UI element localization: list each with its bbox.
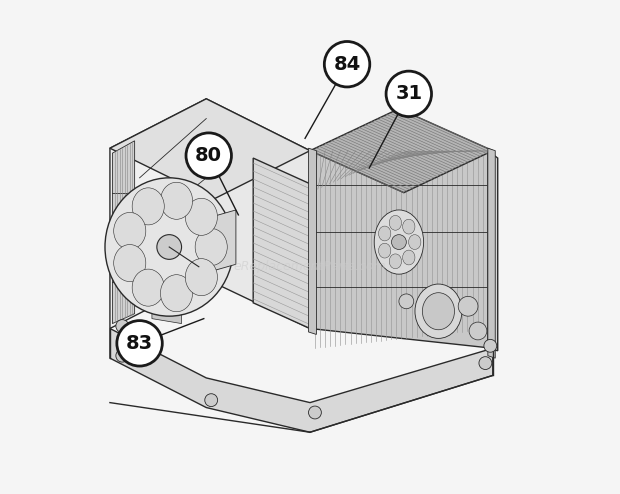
Ellipse shape [113,245,146,282]
Ellipse shape [378,226,391,241]
Ellipse shape [378,243,391,258]
Polygon shape [110,99,310,199]
Circle shape [386,71,432,117]
Polygon shape [110,329,493,432]
Circle shape [469,322,487,340]
Circle shape [117,321,162,366]
Circle shape [399,294,414,309]
Polygon shape [112,141,135,324]
Ellipse shape [132,188,164,225]
Circle shape [116,349,129,362]
Ellipse shape [389,254,402,269]
Text: eReplacementParts.com: eReplacementParts.com [234,260,386,273]
Circle shape [391,235,406,249]
Ellipse shape [409,235,421,249]
Text: 31: 31 [395,84,422,103]
Ellipse shape [389,215,402,230]
Polygon shape [253,158,310,329]
Circle shape [116,320,129,332]
Ellipse shape [105,178,233,316]
Polygon shape [310,109,493,193]
Text: 80: 80 [195,146,222,165]
Circle shape [309,406,321,419]
Text: 84: 84 [334,55,361,74]
Circle shape [186,133,231,178]
Ellipse shape [132,269,164,306]
Ellipse shape [185,259,218,296]
Polygon shape [202,210,236,274]
Polygon shape [206,99,310,329]
Circle shape [479,357,492,370]
Ellipse shape [113,212,146,249]
Ellipse shape [161,182,193,219]
Polygon shape [110,99,206,329]
Ellipse shape [415,284,462,338]
Circle shape [205,394,218,407]
Polygon shape [488,151,498,351]
Ellipse shape [161,275,193,312]
Polygon shape [310,151,493,348]
Polygon shape [152,304,182,324]
Text: 83: 83 [126,334,153,353]
Circle shape [458,296,478,316]
Ellipse shape [402,250,415,265]
Ellipse shape [422,292,454,330]
Ellipse shape [374,210,423,274]
Ellipse shape [185,198,218,235]
Ellipse shape [195,228,228,266]
Ellipse shape [402,219,415,234]
Polygon shape [488,148,495,358]
Circle shape [157,235,182,259]
Polygon shape [309,148,316,334]
Circle shape [324,41,370,87]
Circle shape [484,339,497,352]
